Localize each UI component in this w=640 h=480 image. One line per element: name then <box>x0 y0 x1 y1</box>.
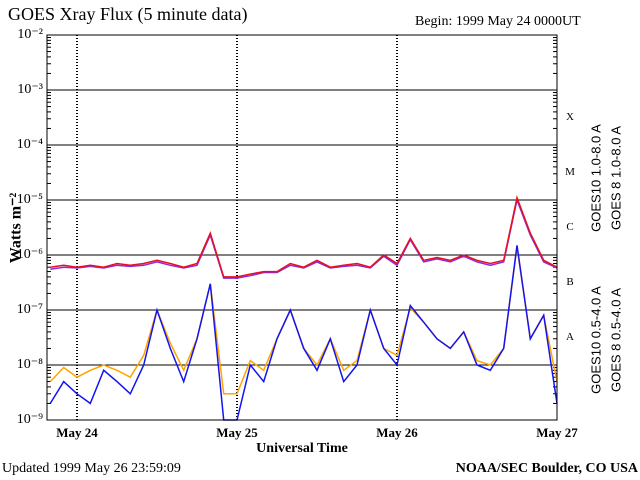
legend-label: GOES10 0.5-4.0 A <box>588 286 603 394</box>
x-axis-label: Universal Time <box>256 441 348 456</box>
y-tick-label: 10⁻⁸ <box>17 357 43 372</box>
x-tick-label: May 25 <box>216 425 258 440</box>
y-tick-label: 10⁻³ <box>17 82 43 97</box>
series-line <box>50 197 558 279</box>
plot-frame <box>46 34 558 421</box>
footer-left: Updated 1999 May 26 23:59:09 <box>2 461 181 476</box>
y-tick-label: 10⁻⁹ <box>17 412 43 427</box>
class-label: B <box>566 276 573 288</box>
y-tick-label: 10⁻² <box>17 27 43 42</box>
x-tick-label: May 26 <box>376 425 418 440</box>
x-tick-label: May 24 <box>56 425 98 440</box>
series-line <box>49 245 558 421</box>
class-label: X <box>566 111 574 123</box>
x-tick-label: May 27 <box>536 425 578 440</box>
y-tick-label: 10⁻⁷ <box>17 302 43 317</box>
class-label: C <box>566 221 573 233</box>
y-tick-label: 10⁻⁵ <box>17 192 43 207</box>
y-tick-label: 10⁻⁶ <box>17 247 43 262</box>
chart-title: GOES Xray Flux (5 minute data) <box>8 4 247 25</box>
y-tick-label: 10⁻⁴ <box>17 137 43 152</box>
class-label: A <box>566 331 574 343</box>
legend-label: GOES 8 0.5-4.0 A <box>608 288 623 392</box>
series-line <box>50 195 558 278</box>
class-label: M <box>565 166 575 178</box>
footer-right: NOAA/SEC Boulder, CO USA <box>456 461 639 476</box>
chart-subtitle: Begin: 1999 May 24 0000UT <box>415 14 581 29</box>
legend-label: GOES 8 1.0-8.0 A <box>608 126 623 230</box>
y-axis-label: Watts m⁻² <box>8 193 25 264</box>
legend-label: GOES10 1.0-8.0 A <box>588 124 603 232</box>
